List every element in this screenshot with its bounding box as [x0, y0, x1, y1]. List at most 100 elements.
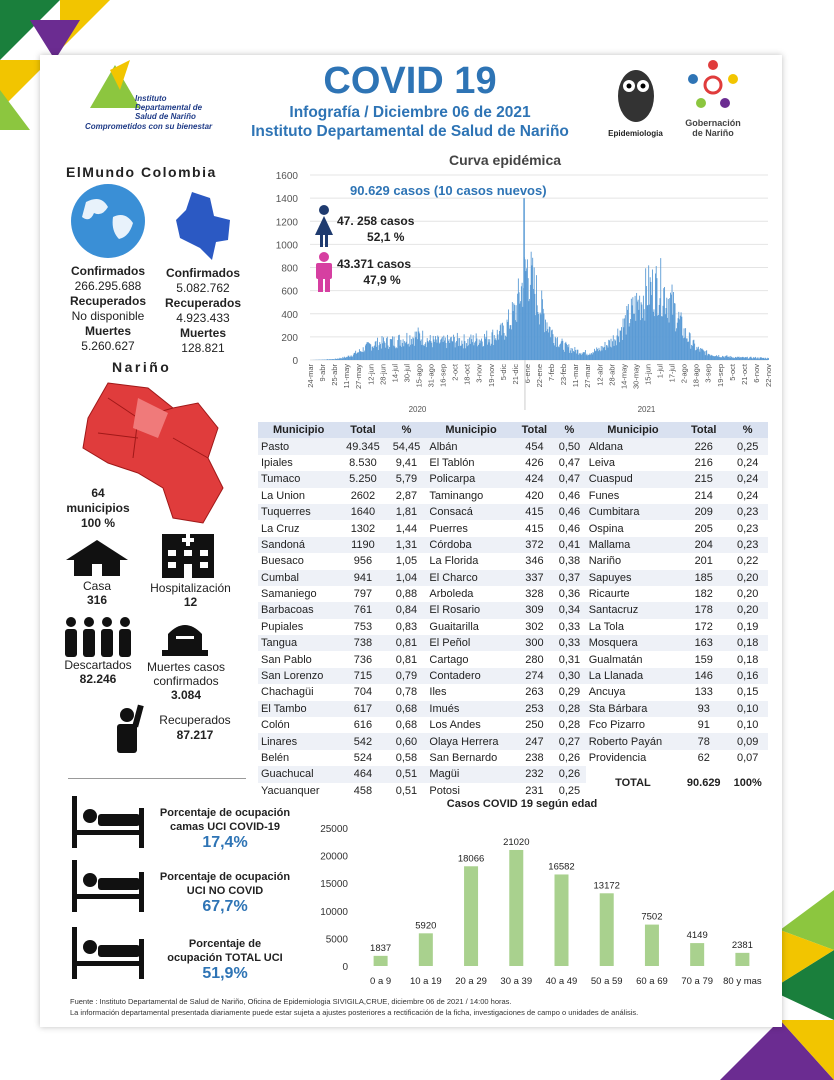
table-cell: 1190: [339, 536, 387, 554]
curve-bar: [725, 355, 727, 360]
curve-bar: [469, 343, 471, 360]
y-tick-label: 15000: [320, 879, 348, 890]
curve-bar: [496, 340, 497, 360]
data-label: 7502: [641, 912, 662, 923]
table-cell: 216: [694, 456, 713, 469]
curve-bar: [480, 340, 482, 360]
curve-bar: [622, 318, 624, 360]
curve-bar: [487, 344, 488, 360]
curve-bar: [542, 308, 544, 360]
table-cell: 0,20: [736, 588, 759, 601]
x-tick-label: 11-may: [342, 364, 351, 389]
table-cell: 738: [339, 635, 387, 652]
curve-bar: [605, 350, 607, 360]
curve-bar: [335, 358, 337, 360]
x-tick-label: 14-may: [619, 364, 628, 389]
curve-bar: [555, 338, 557, 360]
curve-bar: [404, 341, 406, 360]
table-cell: 238: [525, 752, 544, 764]
curve-bar: [639, 320, 641, 360]
curve-bar: [422, 345, 424, 360]
table-cell: 1302: [350, 522, 376, 535]
municipality-name: Nariño: [588, 555, 622, 568]
curve-bar: [533, 267, 535, 360]
uci-line2: ocupación TOTAL UCI: [167, 952, 283, 964]
curve-bar: [584, 350, 586, 360]
municipality-name: Aldana: [585, 438, 681, 455]
curve-bar: [487, 339, 489, 360]
table-cell: 0,09: [727, 733, 768, 750]
curve-bar: [725, 356, 726, 360]
curve-bar: [563, 349, 565, 360]
curve-bar: [456, 332, 458, 360]
uci-line1: Porcentaje de ocupación: [159, 807, 291, 819]
curve-bar: [525, 271, 527, 360]
curve-bar: [532, 257, 534, 360]
curve-bar: [664, 314, 666, 360]
curve-bar: [611, 347, 613, 360]
logo-tagline: Comprometidos con su bienestar: [85, 122, 213, 131]
curve-bar: [463, 334, 465, 360]
table-row: Barbacoas 761 0,84 El Rosario 309 0,34 Santacr…: [258, 602, 768, 619]
curve-bar: [628, 326, 630, 360]
curve-bar: [734, 356, 736, 360]
curve-bar: [409, 335, 411, 360]
curve-bar: [613, 345, 615, 360]
municipality-name: Magüi: [426, 766, 516, 783]
curve-bar: [339, 357, 341, 360]
curve-bar: [368, 343, 370, 360]
curve-bar: [470, 334, 472, 360]
curve-bar: [355, 350, 357, 360]
curve-bar: [724, 357, 726, 360]
curve-bar: [596, 347, 598, 360]
curve-bar: [740, 357, 742, 360]
curve-bar: [482, 346, 484, 360]
curve-bar: [452, 341, 454, 360]
curve-bar: [364, 350, 366, 360]
curve-bar: [503, 332, 505, 360]
x-tick-label: 27-mar: [583, 364, 592, 388]
curve-bar: [589, 353, 591, 360]
curve-bar: [343, 358, 345, 360]
curve-bar: [689, 333, 691, 360]
curve-bar: [757, 357, 759, 360]
curve-bar: [675, 331, 677, 360]
y-tick-label: 1200: [276, 217, 299, 228]
curve-bar: [751, 358, 753, 360]
curve-bar: [650, 281, 652, 360]
curve-bar: [377, 337, 378, 360]
curve-bar: [759, 357, 761, 360]
y-tick-label: 1000: [276, 240, 299, 251]
curve-bar: [359, 351, 361, 360]
curve-bar: [537, 311, 539, 360]
municipality-name: Taminango: [429, 489, 484, 502]
municipality-name: San Bernardo: [429, 752, 498, 764]
municipality-name: San Lorenzo: [258, 667, 340, 685]
municipality-name: La Cruz: [261, 522, 300, 535]
curve-bar: [346, 356, 348, 360]
curve-bar: [429, 340, 430, 360]
curve-bar: [333, 359, 335, 360]
curve-bar: [364, 345, 366, 360]
total-cell: 100%: [727, 766, 768, 799]
colombia-stats: Confirmados 5.082.762 Recuperados 4.923.…: [153, 266, 253, 356]
municipality-name: Tumaco: [258, 471, 340, 488]
municipality-name: El Rosario: [426, 602, 516, 619]
table-cell: 205: [694, 522, 713, 535]
curve-bar: [652, 311, 654, 360]
table-cell: 0,83: [395, 620, 418, 633]
curve-bar: [478, 339, 480, 360]
curve-bar: [377, 350, 379, 360]
curve-bar: [609, 340, 610, 360]
curve-bar: [502, 325, 504, 360]
x-tick-label: 20 a 29: [455, 976, 487, 987]
curve-bar: [360, 351, 362, 360]
table-cell: 1,44: [395, 522, 418, 535]
curve-bar: [570, 348, 572, 360]
curve-bar: [768, 358, 769, 360]
label: municipios: [66, 501, 130, 515]
uci-label: Porcentaje de ocupación TOTAL UCI: [145, 937, 305, 965]
curve-bar: [557, 337, 558, 360]
curve-bar: [639, 295, 641, 360]
curve-bar: [679, 315, 681, 360]
